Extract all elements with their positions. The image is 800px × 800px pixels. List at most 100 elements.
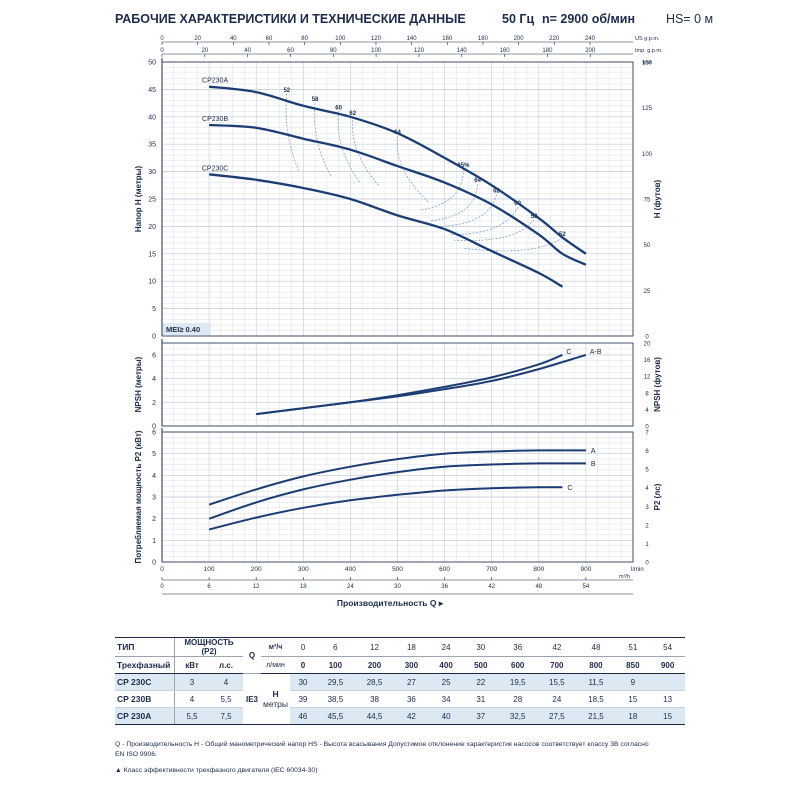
y-axis-label: Напор H (метры) xyxy=(134,166,143,233)
q-m3h-cell: 54 xyxy=(650,637,685,657)
x-tick-label: 400 xyxy=(345,566,356,573)
x-unit-m3h: m³/h xyxy=(619,574,630,580)
series-label: CP230A xyxy=(202,78,228,85)
head-cell: 30 xyxy=(290,673,316,691)
table-header-power: МОЩНОСТЬ (P2) xyxy=(174,637,243,657)
speed-label: n= 2900 об/мин xyxy=(542,12,635,26)
y-right-tick-label: 2 xyxy=(645,523,649,529)
q-lmin-cell: 200 xyxy=(354,656,395,674)
y-right-tick-label: 25 xyxy=(644,289,651,295)
head-cell: 42 xyxy=(394,707,429,725)
top-us-tick-label: 60 xyxy=(266,36,273,42)
head-curve-cp230a xyxy=(208,85,587,255)
head-cell: 27 xyxy=(394,673,429,691)
q-lmin-cell: 0 xyxy=(290,656,316,674)
top-imp-tick-label: 140 xyxy=(457,48,468,54)
y-axis-label: Потребляемая мощность P2 (кВт) xyxy=(134,430,143,563)
head-cell: 11,5 xyxy=(576,673,616,691)
head-cell: 9 xyxy=(615,673,651,691)
efficiency-line xyxy=(463,237,563,252)
x-m3h-tick-label: 48 xyxy=(535,584,542,590)
table-header-m3h: м³/ч xyxy=(261,637,291,657)
y-right-tick-label: 20 xyxy=(644,342,651,348)
x-tick-label: 0 xyxy=(160,566,164,573)
top-imp-tick-label: 100 xyxy=(371,48,382,54)
efficiency-label: 65% xyxy=(457,163,470,169)
y-tick-label: 4 xyxy=(152,473,156,480)
head-cell: 38,5 xyxy=(315,690,355,708)
top-us-tick-label: 160 xyxy=(442,36,453,42)
table-row: CP 230A 5,5 7,5 46 45,5 44,5 42 40 37 32… xyxy=(115,707,685,725)
y-tick-label: 0 xyxy=(152,424,156,431)
head-cell: 25 xyxy=(428,673,464,691)
head-cell: 40 xyxy=(428,707,464,725)
x-tick-label: 800 xyxy=(533,566,544,573)
top-imp-tick-label: 40 xyxy=(244,48,251,54)
x-tick-label: 900 xyxy=(580,566,591,573)
series-label: CP230B xyxy=(202,116,228,123)
series-label: A xyxy=(591,448,596,455)
q-lmin-cell: 900 xyxy=(650,656,685,674)
power-curve-b xyxy=(208,462,586,520)
y-tick-label: 1 xyxy=(152,538,156,545)
x-m3h-tick-label: 42 xyxy=(488,584,495,590)
series-label: B xyxy=(591,461,596,468)
q-m3h-cell: 0 xyxy=(290,637,316,657)
y-tick-label: 5 xyxy=(152,451,156,458)
y-tick-label: 2 xyxy=(152,516,156,523)
y-right-tick-label: 8 xyxy=(645,391,649,397)
efficiency-line xyxy=(439,194,497,227)
head-cell: 28,5 xyxy=(354,673,395,691)
head-cell: 15,5 xyxy=(537,673,577,691)
q-lmin-cell: 100 xyxy=(315,656,355,674)
y-tick-label: 10 xyxy=(148,279,156,286)
efficiency-label: 58 xyxy=(312,97,319,103)
y-right-tick-label: 16 xyxy=(644,358,651,364)
footnote-motor-class: ▲ Класс эффективности трехфазного двигат… xyxy=(115,767,318,774)
y-right-axis-label: P2 (лс) xyxy=(653,483,662,510)
q-m3h-cell: 24 xyxy=(428,637,464,657)
top-us-tick-label: 80 xyxy=(301,36,308,42)
head-cell: 15 xyxy=(615,690,651,708)
head-cell: 29,5 xyxy=(315,673,355,691)
table-header-type: ТИП xyxy=(115,637,175,657)
y-right-tick-label: 0 xyxy=(645,335,649,341)
q-m3h-cell: 51 xyxy=(615,637,651,657)
y-tick-label: 6 xyxy=(152,352,156,359)
x-unit-lmin: l/min xyxy=(631,567,644,573)
x-tick-label: 200 xyxy=(251,566,262,573)
y-tick-label: 15 xyxy=(148,251,156,258)
efficiency-label: 58 xyxy=(531,214,538,220)
top-us-unit: US g.p.m. xyxy=(635,36,660,42)
q-lmin-cell: 600 xyxy=(498,656,538,674)
efficiency-label: 52 xyxy=(559,232,566,238)
power-hp: 5,5 xyxy=(209,690,243,708)
q-lmin-cell: 800 xyxy=(576,656,616,674)
ie-class-label: IE3 xyxy=(243,673,261,725)
footnote-standard: EN ISO 9906. xyxy=(115,751,157,758)
top-us-tick-label: 20 xyxy=(194,36,201,42)
table-row: CP 230C 3 4 IE3 H метры 30 29,5 28,5 27 … xyxy=(115,673,685,725)
table-header-q: Q xyxy=(243,637,261,674)
power-curve-c xyxy=(208,486,563,531)
y-axis-label: NPSH (метры) xyxy=(134,356,143,412)
x-m3h-tick-label: 36 xyxy=(441,584,448,590)
y-right-tick-label: 75 xyxy=(644,198,651,204)
efficiency-label: 64 xyxy=(474,178,481,184)
page-title: РАБОЧИЕ ХАРАКТЕРИСТИКИ И ТЕХНИЧЕСКИЕ ДАН… xyxy=(115,12,466,26)
y-right-tick-label: 12 xyxy=(644,375,651,381)
head-cell: 38 xyxy=(354,690,395,708)
y-tick-label: 6 xyxy=(152,430,156,437)
q-lmin-cell: 850 xyxy=(615,656,651,674)
mei-badge-bg xyxy=(163,323,211,335)
q-lmin-cell: 300 xyxy=(394,656,429,674)
top-us-tick-label: 140 xyxy=(407,36,418,42)
npsh-curve-a-b xyxy=(256,353,587,416)
y-tick-label: 0 xyxy=(152,334,156,341)
y-right-tick-label: 7 xyxy=(645,431,649,437)
q-m3h-cell: 30 xyxy=(463,637,499,657)
model-name: CP 230B xyxy=(115,690,175,708)
x-m3h-tick-label: 18 xyxy=(300,584,307,590)
x-m3h-tick-label: 24 xyxy=(347,584,354,590)
y-right-axis-label: H (футов) xyxy=(653,179,662,218)
